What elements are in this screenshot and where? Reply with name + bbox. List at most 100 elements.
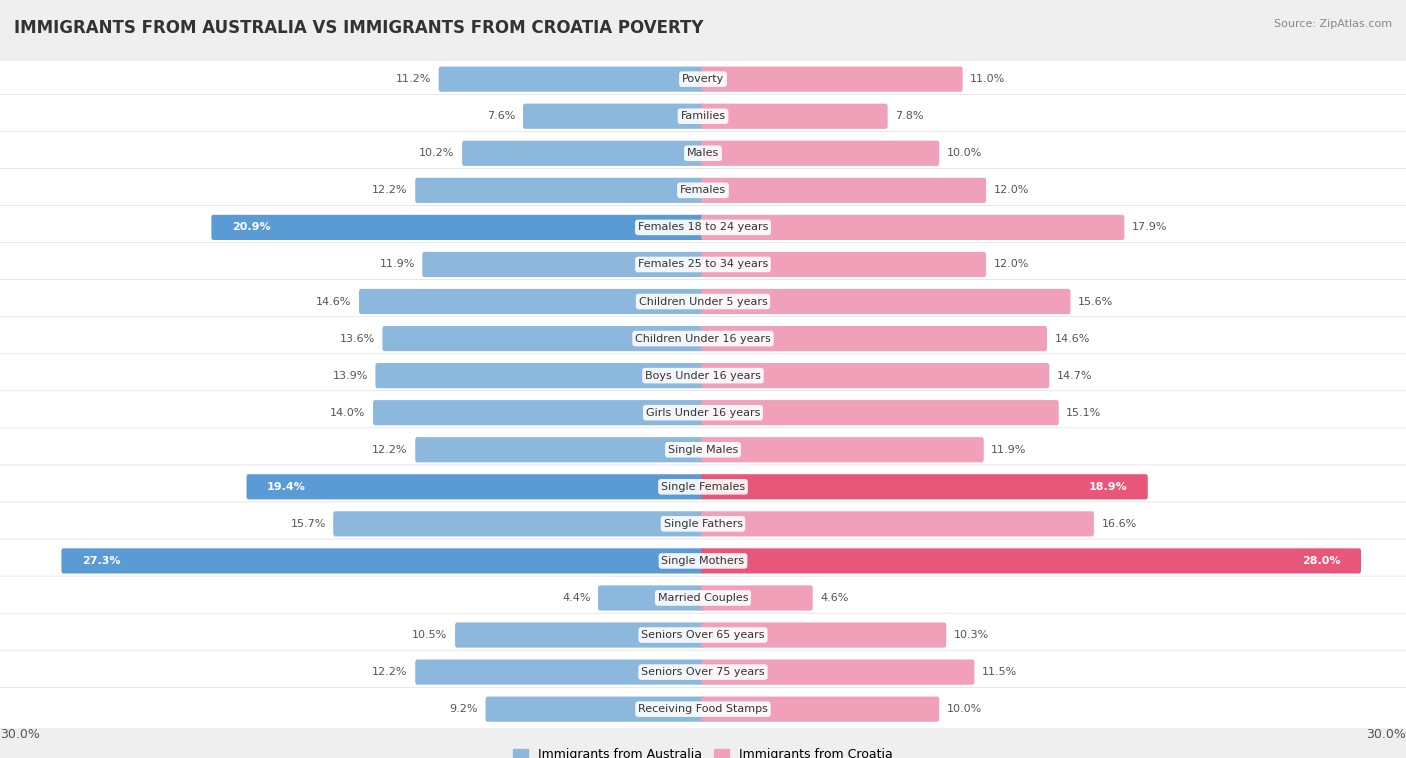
Text: 30.0%: 30.0% [0, 728, 39, 741]
Text: Married Couples: Married Couples [658, 593, 748, 603]
FancyBboxPatch shape [0, 613, 1406, 657]
FancyBboxPatch shape [702, 326, 1047, 351]
FancyBboxPatch shape [0, 243, 1406, 287]
FancyBboxPatch shape [375, 363, 704, 388]
Text: Single Fathers: Single Fathers [664, 519, 742, 529]
Text: 12.0%: 12.0% [994, 259, 1029, 269]
Text: 13.6%: 13.6% [340, 334, 375, 343]
Text: 10.0%: 10.0% [946, 149, 981, 158]
Text: Receiving Food Stamps: Receiving Food Stamps [638, 704, 768, 714]
Text: 15.6%: 15.6% [1078, 296, 1114, 306]
FancyBboxPatch shape [702, 67, 963, 92]
Text: Single Males: Single Males [668, 445, 738, 455]
Text: 4.4%: 4.4% [562, 593, 591, 603]
Text: Females 25 to 34 years: Females 25 to 34 years [638, 259, 768, 269]
FancyBboxPatch shape [702, 622, 946, 647]
FancyBboxPatch shape [702, 437, 984, 462]
Text: 12.2%: 12.2% [373, 667, 408, 677]
Text: Families: Families [681, 111, 725, 121]
FancyBboxPatch shape [0, 502, 1406, 546]
FancyBboxPatch shape [702, 697, 939, 722]
Text: Children Under 5 years: Children Under 5 years [638, 296, 768, 306]
Text: Females 18 to 24 years: Females 18 to 24 years [638, 222, 768, 233]
Text: 15.7%: 15.7% [291, 519, 326, 529]
FancyBboxPatch shape [0, 539, 1406, 583]
FancyBboxPatch shape [0, 688, 1406, 731]
Text: 11.5%: 11.5% [981, 667, 1017, 677]
Text: 11.9%: 11.9% [991, 445, 1026, 455]
FancyBboxPatch shape [702, 400, 1059, 425]
Text: IMMIGRANTS FROM AUSTRALIA VS IMMIGRANTS FROM CROATIA POVERTY: IMMIGRANTS FROM AUSTRALIA VS IMMIGRANTS … [14, 19, 703, 37]
Text: Source: ZipAtlas.com: Source: ZipAtlas.com [1274, 19, 1392, 29]
FancyBboxPatch shape [415, 659, 704, 684]
Text: 14.6%: 14.6% [316, 296, 352, 306]
Text: Girls Under 16 years: Girls Under 16 years [645, 408, 761, 418]
FancyBboxPatch shape [523, 104, 704, 129]
Text: 10.0%: 10.0% [946, 704, 981, 714]
Text: 14.6%: 14.6% [1054, 334, 1090, 343]
FancyBboxPatch shape [702, 548, 1361, 574]
Text: 12.2%: 12.2% [373, 186, 408, 196]
FancyBboxPatch shape [702, 659, 974, 684]
Text: 28.0%: 28.0% [1302, 556, 1340, 566]
FancyBboxPatch shape [439, 67, 704, 92]
Text: 20.9%: 20.9% [232, 222, 270, 233]
FancyBboxPatch shape [702, 252, 986, 277]
FancyBboxPatch shape [0, 428, 1406, 471]
Text: Poverty: Poverty [682, 74, 724, 84]
Text: 11.9%: 11.9% [380, 259, 415, 269]
Text: 16.6%: 16.6% [1101, 519, 1136, 529]
FancyBboxPatch shape [422, 252, 704, 277]
Text: 10.5%: 10.5% [412, 630, 447, 640]
Text: 30.0%: 30.0% [1367, 728, 1406, 741]
FancyBboxPatch shape [702, 104, 887, 129]
Text: 19.4%: 19.4% [267, 482, 307, 492]
Text: 7.8%: 7.8% [896, 111, 924, 121]
FancyBboxPatch shape [702, 177, 986, 203]
FancyBboxPatch shape [0, 280, 1406, 324]
Text: Children Under 16 years: Children Under 16 years [636, 334, 770, 343]
Text: Seniors Over 75 years: Seniors Over 75 years [641, 667, 765, 677]
FancyBboxPatch shape [382, 326, 704, 351]
Text: Seniors Over 65 years: Seniors Over 65 years [641, 630, 765, 640]
Text: 14.7%: 14.7% [1057, 371, 1092, 381]
FancyBboxPatch shape [463, 141, 704, 166]
Text: 7.6%: 7.6% [486, 111, 516, 121]
Text: 10.2%: 10.2% [419, 149, 454, 158]
FancyBboxPatch shape [702, 215, 1125, 240]
FancyBboxPatch shape [0, 168, 1406, 212]
Text: 18.9%: 18.9% [1088, 482, 1128, 492]
Legend: Immigrants from Australia, Immigrants from Croatia: Immigrants from Australia, Immigrants fr… [513, 748, 893, 758]
FancyBboxPatch shape [0, 317, 1406, 361]
FancyBboxPatch shape [333, 511, 704, 537]
FancyBboxPatch shape [0, 94, 1406, 138]
FancyBboxPatch shape [485, 697, 704, 722]
FancyBboxPatch shape [702, 141, 939, 166]
FancyBboxPatch shape [702, 585, 813, 611]
FancyBboxPatch shape [702, 511, 1094, 537]
FancyBboxPatch shape [0, 576, 1406, 620]
Text: 9.2%: 9.2% [450, 704, 478, 714]
Text: 4.6%: 4.6% [820, 593, 849, 603]
FancyBboxPatch shape [0, 205, 1406, 249]
Text: 17.9%: 17.9% [1132, 222, 1167, 233]
FancyBboxPatch shape [246, 475, 704, 500]
Text: 12.0%: 12.0% [994, 186, 1029, 196]
FancyBboxPatch shape [456, 622, 704, 647]
FancyBboxPatch shape [702, 475, 1147, 500]
Text: Males: Males [688, 149, 718, 158]
Text: Females: Females [681, 186, 725, 196]
FancyBboxPatch shape [0, 131, 1406, 175]
FancyBboxPatch shape [0, 391, 1406, 434]
Text: 12.2%: 12.2% [373, 445, 408, 455]
FancyBboxPatch shape [0, 354, 1406, 397]
FancyBboxPatch shape [0, 58, 1406, 101]
Text: 11.0%: 11.0% [970, 74, 1005, 84]
FancyBboxPatch shape [211, 215, 704, 240]
FancyBboxPatch shape [415, 437, 704, 462]
FancyBboxPatch shape [598, 585, 704, 611]
Text: 11.2%: 11.2% [396, 74, 432, 84]
Text: 10.3%: 10.3% [953, 630, 988, 640]
FancyBboxPatch shape [0, 465, 1406, 509]
Text: 27.3%: 27.3% [82, 556, 121, 566]
